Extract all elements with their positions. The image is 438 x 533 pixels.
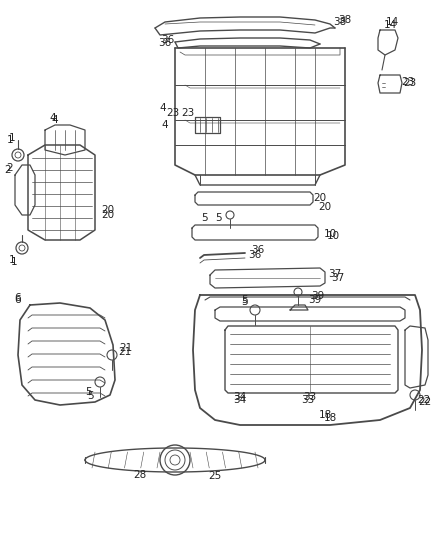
- Text: 22: 22: [417, 395, 431, 405]
- Text: 4: 4: [160, 103, 166, 113]
- Text: 4: 4: [162, 120, 168, 130]
- Text: 22: 22: [418, 397, 431, 407]
- Text: 5: 5: [201, 213, 208, 223]
- Text: 2: 2: [7, 163, 13, 173]
- Text: 20: 20: [318, 202, 332, 212]
- Text: 39: 39: [311, 291, 325, 301]
- Text: 1: 1: [9, 255, 15, 265]
- Text: 20: 20: [102, 205, 115, 215]
- Text: 4: 4: [49, 113, 57, 123]
- Text: 23: 23: [166, 108, 180, 118]
- Text: 14: 14: [383, 20, 397, 30]
- Text: 10: 10: [323, 229, 336, 239]
- Text: 23: 23: [401, 77, 415, 87]
- Text: 34: 34: [233, 392, 247, 402]
- Text: 34: 34: [233, 395, 247, 405]
- Text: 20: 20: [314, 193, 327, 203]
- Text: 38: 38: [333, 17, 346, 27]
- Text: 1: 1: [7, 135, 13, 145]
- Text: 36: 36: [161, 35, 175, 45]
- Text: 33: 33: [304, 392, 317, 402]
- Text: 36: 36: [159, 38, 172, 48]
- Text: 6: 6: [15, 295, 21, 305]
- Text: 20: 20: [102, 210, 115, 220]
- Text: 23: 23: [181, 108, 194, 118]
- Text: 36: 36: [251, 245, 265, 255]
- Text: 21: 21: [118, 347, 132, 357]
- Text: 5: 5: [85, 387, 91, 397]
- Text: 18: 18: [318, 410, 332, 420]
- Text: 1: 1: [11, 257, 18, 267]
- Text: 5: 5: [242, 297, 248, 307]
- Text: 33: 33: [301, 395, 314, 405]
- Text: 23: 23: [403, 78, 417, 88]
- Text: 21: 21: [120, 343, 133, 353]
- Text: 10: 10: [326, 231, 339, 241]
- Text: 28: 28: [134, 470, 147, 480]
- Text: 5: 5: [242, 295, 248, 305]
- Text: 37: 37: [328, 269, 342, 279]
- Text: 36: 36: [248, 250, 261, 260]
- Text: 14: 14: [385, 17, 399, 27]
- Text: 2: 2: [5, 165, 11, 175]
- Text: 6: 6: [15, 293, 21, 303]
- Text: 37: 37: [332, 273, 345, 283]
- Text: 18: 18: [323, 413, 337, 423]
- Text: 25: 25: [208, 471, 222, 481]
- Text: 5: 5: [87, 391, 93, 401]
- Text: 38: 38: [339, 15, 352, 25]
- Text: 1: 1: [9, 133, 15, 143]
- Text: 5: 5: [215, 213, 221, 223]
- Text: 4: 4: [52, 115, 58, 125]
- Text: 39: 39: [308, 295, 321, 305]
